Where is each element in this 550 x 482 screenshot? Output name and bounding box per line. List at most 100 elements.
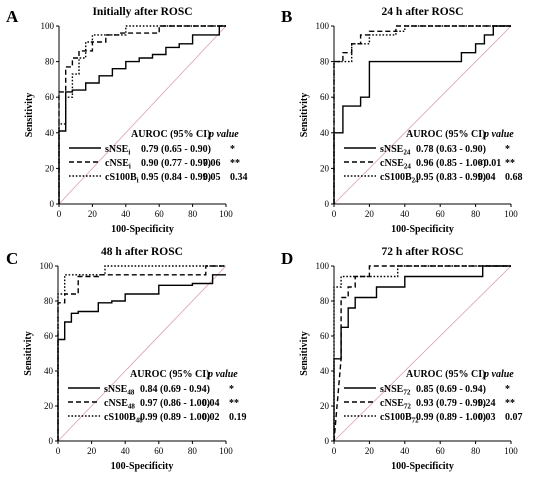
roc-panel-a: A Initially after ROSC 0 20 40 60 80 100 0 20 40 60… (6, 6, 248, 235)
p-value: 0.34 (230, 172, 248, 183)
series-name: cNSE (380, 398, 404, 409)
p-value: ** (505, 398, 515, 409)
table-header-pvalue: p value (207, 369, 238, 380)
panel-letter: C (6, 249, 18, 268)
y-tick-label: 20 (44, 401, 54, 411)
panel-title: 72 h after ROSC (382, 246, 464, 258)
p-value: 0.19 (229, 412, 247, 423)
y-tick-label: 80 (320, 296, 330, 306)
p-value: 0.05 (203, 172, 221, 183)
reference-diagonal (58, 25, 227, 205)
y-tick-label: 60 (45, 92, 55, 102)
x-tick-label: 80 (471, 209, 481, 219)
auroc-value: 0.93 (0.79 - 0.99) (416, 398, 486, 409)
series-subscript: 72 (403, 389, 411, 397)
x-tick-label: 40 (400, 446, 410, 456)
roc-panel-b: B 24 h after ROSC 0 20 40 60 80 100 0 20 40 60 80 100… (281, 6, 523, 235)
series-name: cNSE (104, 398, 128, 409)
y-axis-label: Sensitivity (24, 93, 35, 137)
x-axis-label: 100-Specificity (111, 224, 174, 235)
series-subscript: 48 (136, 417, 144, 425)
auroc-value: 0.95 (0.83 - 0.99) (416, 172, 486, 183)
y-tick-label: 80 (44, 296, 54, 306)
y-tick-label: 40 (44, 366, 54, 376)
auroc-value: 0.95 (0.84 - 0.99) (141, 172, 211, 183)
p-value: 0.04 (478, 172, 496, 183)
p-value: ** (505, 158, 515, 169)
p-value: 0.68 (505, 172, 523, 183)
series-subscript: i (137, 177, 139, 185)
auroc-value: 0.97 (0.86 - 1.00) (140, 398, 210, 409)
y-axis-label: Sensitivity (23, 331, 34, 375)
p-value: <0.01 (478, 158, 501, 169)
p-value: 0.04 (202, 398, 220, 409)
x-tick-label: 80 (471, 446, 481, 456)
legend-series-name: cS100Bi (105, 172, 139, 185)
y-tick-label: 0 (50, 199, 55, 209)
x-tick-label: 0 (57, 209, 62, 219)
table-header-auroc: AUROC (95% CI) (406, 369, 485, 380)
x-tick-label: 0 (332, 446, 337, 456)
x-tick-label: 20 (88, 209, 98, 219)
roc-panel-d: D 72 h after ROSC 0 20 40 60 80 100 0 20 40 60 80 100… (281, 246, 523, 472)
x-tick-label: 60 (154, 446, 164, 456)
series-subscript: 72 (412, 417, 420, 425)
roc-curve-cs100b (58, 25, 226, 204)
x-tick-label: 0 (56, 446, 61, 456)
panel-title: Initially after ROSC (92, 6, 192, 18)
y-tick-label: 20 (320, 401, 330, 411)
y-tick-label: 40 (45, 128, 55, 138)
x-axis-label: 100-Specificity (391, 461, 454, 472)
series-subscript: i (129, 163, 131, 171)
y-axis-label: Sensitivity (299, 93, 310, 137)
x-tick-label: 20 (87, 446, 97, 456)
legend-series-name: cS100B24 (380, 172, 419, 185)
x-tick-label: 60 (436, 446, 446, 456)
legend-series-name: cS100B48 (104, 412, 143, 425)
legend-series-name: sNSE24 (380, 144, 411, 157)
y-tick-label: 0 (49, 436, 54, 446)
x-tick-label: 40 (121, 209, 131, 219)
auroc-value: 0.96 (0.85 - 1.00) (416, 158, 486, 169)
x-tick-label: 40 (121, 446, 131, 456)
legend-series-name: cS100B72 (380, 412, 419, 425)
panel-title: 48 h after ROSC (101, 246, 183, 258)
x-axis-label: 100-Specificity (111, 461, 174, 472)
y-tick-label: 40 (320, 366, 330, 376)
y-tick-label: 100 (40, 261, 54, 271)
x-axis-label: 100-Specificity (391, 224, 454, 235)
table-header-pvalue: p value (483, 369, 514, 380)
legend-series-name: cNSE24 (380, 158, 411, 171)
series-name: cS100B (104, 412, 136, 423)
y-tick-label: 0 (325, 436, 330, 446)
y-tick-label: 60 (44, 331, 54, 341)
panel-letter: D (281, 249, 293, 268)
y-tick-label: 0 (325, 199, 330, 209)
y-tick-label: 60 (320, 92, 330, 102)
series-subscript: 24 (404, 163, 412, 171)
x-tick-label: 60 (436, 209, 446, 219)
y-tick-label: 60 (320, 331, 330, 341)
y-tick-label: 40 (320, 128, 330, 138)
table-header-auroc: AUROC (95% CI) (131, 129, 210, 140)
x-tick-label: 20 (365, 446, 375, 456)
x-tick-label: 40 (400, 209, 410, 219)
legend-series-name: cNSE48 (104, 398, 135, 411)
x-tick-label: 60 (155, 209, 165, 219)
series-subscript: i (128, 149, 130, 157)
p-value: * (505, 144, 510, 155)
reference-diagonal (333, 25, 512, 205)
series-name: sNSE (104, 384, 128, 395)
x-tick-label: 100 (504, 446, 518, 456)
roc-curve-cs100b (57, 265, 226, 441)
series-name: sNSE (105, 144, 129, 155)
roc-curve-cs100b (333, 25, 511, 204)
p-value: 0.02 (202, 412, 220, 423)
x-tick-label: 100 (219, 446, 233, 456)
legend-series-name: cNSE72 (380, 398, 411, 411)
auroc-value: 0.90 (0.77 - 0.97) (141, 158, 211, 169)
series-subscript: 48 (128, 403, 136, 411)
reference-diagonal (333, 265, 512, 442)
series-subscript: 24 (403, 149, 411, 157)
